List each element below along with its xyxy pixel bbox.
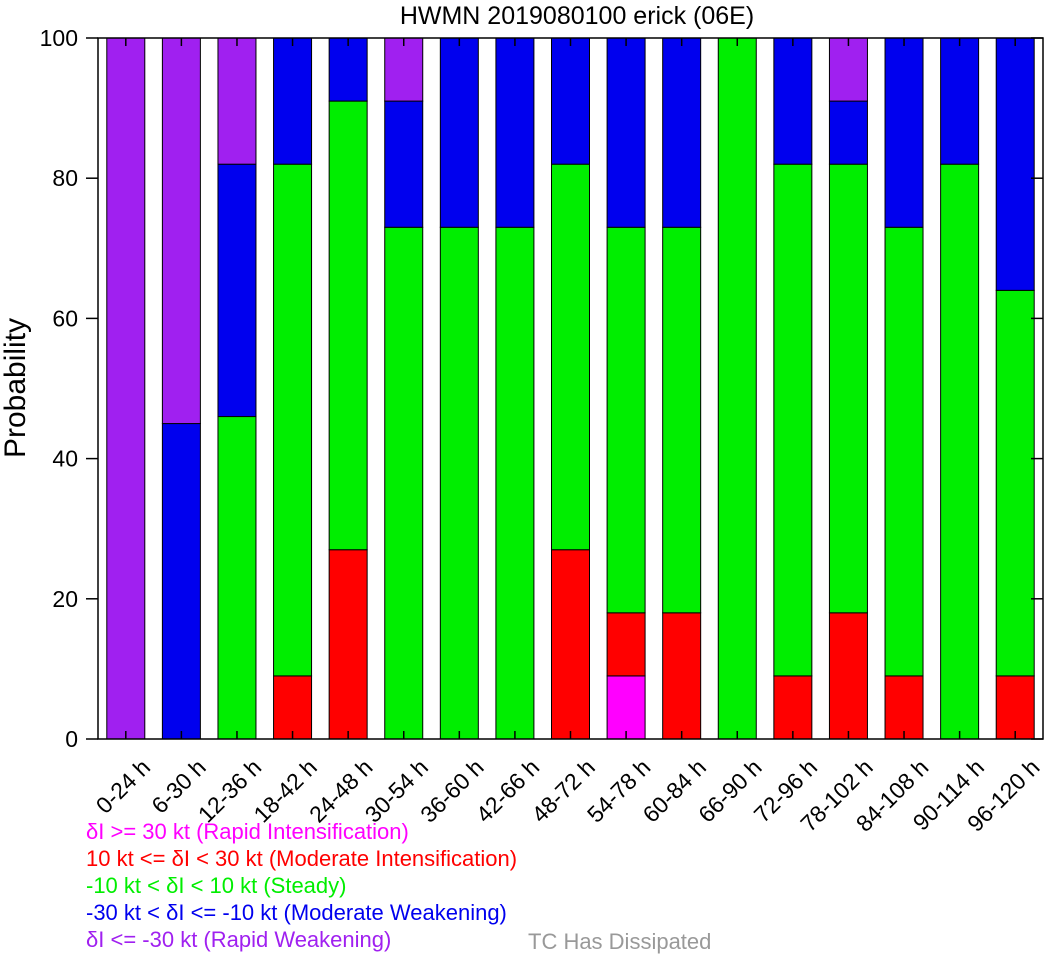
y-tick-label: 40	[52, 446, 78, 472]
bar-segment-mi-10	[662, 612, 702, 740]
bar-segment-mw-1	[161, 423, 201, 740]
bar-segment-mw-12	[773, 37, 813, 165]
bar-segment-mw-7	[495, 37, 535, 228]
bar-segment-mi-14	[884, 675, 924, 740]
bar-segment-rw-13	[828, 37, 868, 102]
legend-item-moderate-weakening: -30 kt < δI <= -10 kt (Moderate Weakenin…	[86, 900, 507, 925]
bar-segment-st-15	[940, 163, 980, 740]
bar-segment-mw-13	[828, 100, 868, 165]
bar-segment-mw-16	[995, 37, 1035, 291]
y-tick-label: 80	[52, 165, 78, 191]
bar-segment-st-10	[662, 226, 702, 614]
legend-item-rapid-weakening: δI <= -30 kt (Rapid Weakening)	[86, 927, 392, 952]
bar-segment-mw-8	[551, 37, 590, 165]
y-axis-label: Probability	[0, 318, 32, 458]
bar-segment-mi-4	[328, 549, 368, 740]
bar-segment-mw-6	[439, 37, 479, 228]
bar-segment-st-13	[828, 163, 868, 614]
bar-segment-st-3	[273, 163, 313, 677]
y-tick-label: 0	[65, 726, 78, 752]
bar-segment-st-16	[995, 289, 1035, 677]
bar-segment-mw-2	[217, 163, 257, 418]
bar-segment-st-9	[606, 226, 646, 614]
bar-segment-mi-16	[995, 675, 1035, 740]
bar-segment-st-11	[717, 37, 757, 740]
bar-segment-mw-10	[662, 37, 702, 228]
x-tick-label: 0-24 h	[91, 754, 156, 819]
bar-segment-st-7	[495, 226, 535, 740]
bar-segment-st-5	[384, 226, 424, 740]
bar-segment-st-14	[884, 226, 924, 677]
bar-segment-rw-2	[217, 37, 257, 165]
bar-segment-mi-8	[551, 549, 590, 740]
bar-segment-st-4	[328, 100, 368, 551]
y-tick-label: 100	[40, 25, 78, 51]
y-tick-label: 20	[52, 586, 78, 612]
bar-segment-st-8	[551, 163, 590, 551]
bar-segment-st-12	[773, 163, 813, 677]
y-tick-label: 60	[52, 305, 78, 331]
bar-segment-mi-9	[606, 612, 646, 677]
bar-segment-st-6	[439, 226, 479, 740]
bar-segment-rw-1	[161, 37, 201, 425]
bar-segment-mi-12	[773, 675, 813, 740]
legend: δI >= 30 kt (Rapid Intensification) 10 k…	[86, 818, 517, 953]
bar-segment-mi-13	[828, 612, 868, 740]
bar-segment-mw-4	[328, 37, 368, 102]
plot-frame	[97, 37, 1044, 740]
bar-segment-mw-3	[273, 37, 313, 165]
bar-segment-ri-9	[606, 675, 646, 740]
bar-segment-mw-9	[606, 37, 646, 228]
bar-segment-mw-14	[884, 37, 924, 228]
bar-segment-rw-5	[384, 37, 424, 102]
bar-segment-rw-0	[106, 37, 146, 740]
legend-item-moderate-intensification: 10 kt <= δI < 30 kt (Moderate Intensific…	[86, 846, 518, 871]
legend-item-rapid-intensification: δI >= 30 kt (Rapid Intensification)	[86, 819, 409, 844]
dissipated-label: TC Has Dissipated	[528, 929, 712, 954]
chart-title: HWMN 2019080100 erick (06E)	[400, 2, 754, 30]
bar-segment-mw-15	[940, 37, 980, 165]
legend-item-steady: -10 kt < δI < 10 kt (Steady)	[86, 873, 347, 898]
bar-segment-mw-5	[384, 100, 424, 228]
bar-segment-mi-3	[273, 675, 313, 740]
bar-segment-st-2	[217, 416, 257, 740]
bars-layer	[106, 37, 1035, 740]
